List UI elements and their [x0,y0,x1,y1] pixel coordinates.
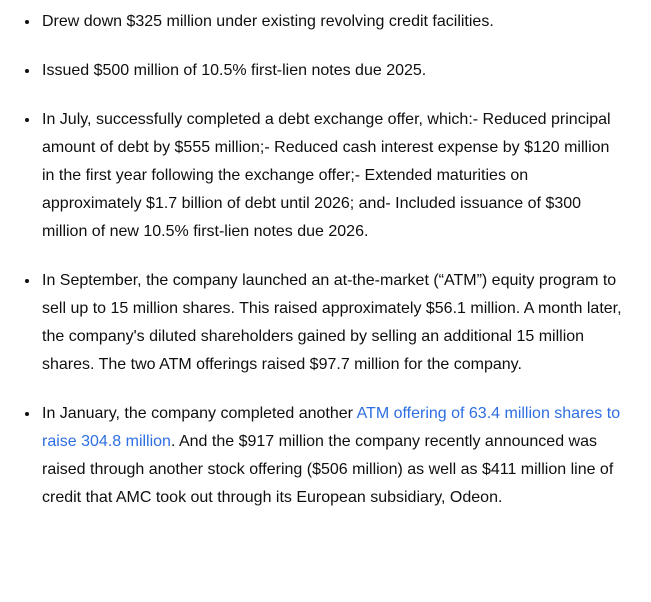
list-item-text: In September, the company launched an at… [42,272,622,373]
bullet-list: Drew down $325 million under existing re… [0,0,651,512]
list-item-credit-drawdown: Drew down $325 million under existing re… [40,7,625,36]
list-item-text: Issued $500 million of 10.5% first-lien … [42,62,427,79]
list-item-text: Drew down $325 million under existing re… [42,13,494,30]
list-item-text: In July, successfully completed a debt e… [42,111,611,240]
list-item-text-before-link: In January, the company completed anothe… [42,405,357,422]
list-item-debt-exchange: In July, successfully completed a debt e… [40,105,625,246]
list-item-atm-program: In September, the company launched an at… [40,266,625,379]
list-item-january-offering: In January, the company completed anothe… [40,399,625,512]
list-item-notes-issued: Issued $500 million of 10.5% first-lien … [40,56,625,85]
list-item-text-after-link: . And the $917 million the company recen… [42,433,614,506]
atm-offering-link[interactable]: ATM offering of 63.4 million shares to r… [42,405,621,450]
